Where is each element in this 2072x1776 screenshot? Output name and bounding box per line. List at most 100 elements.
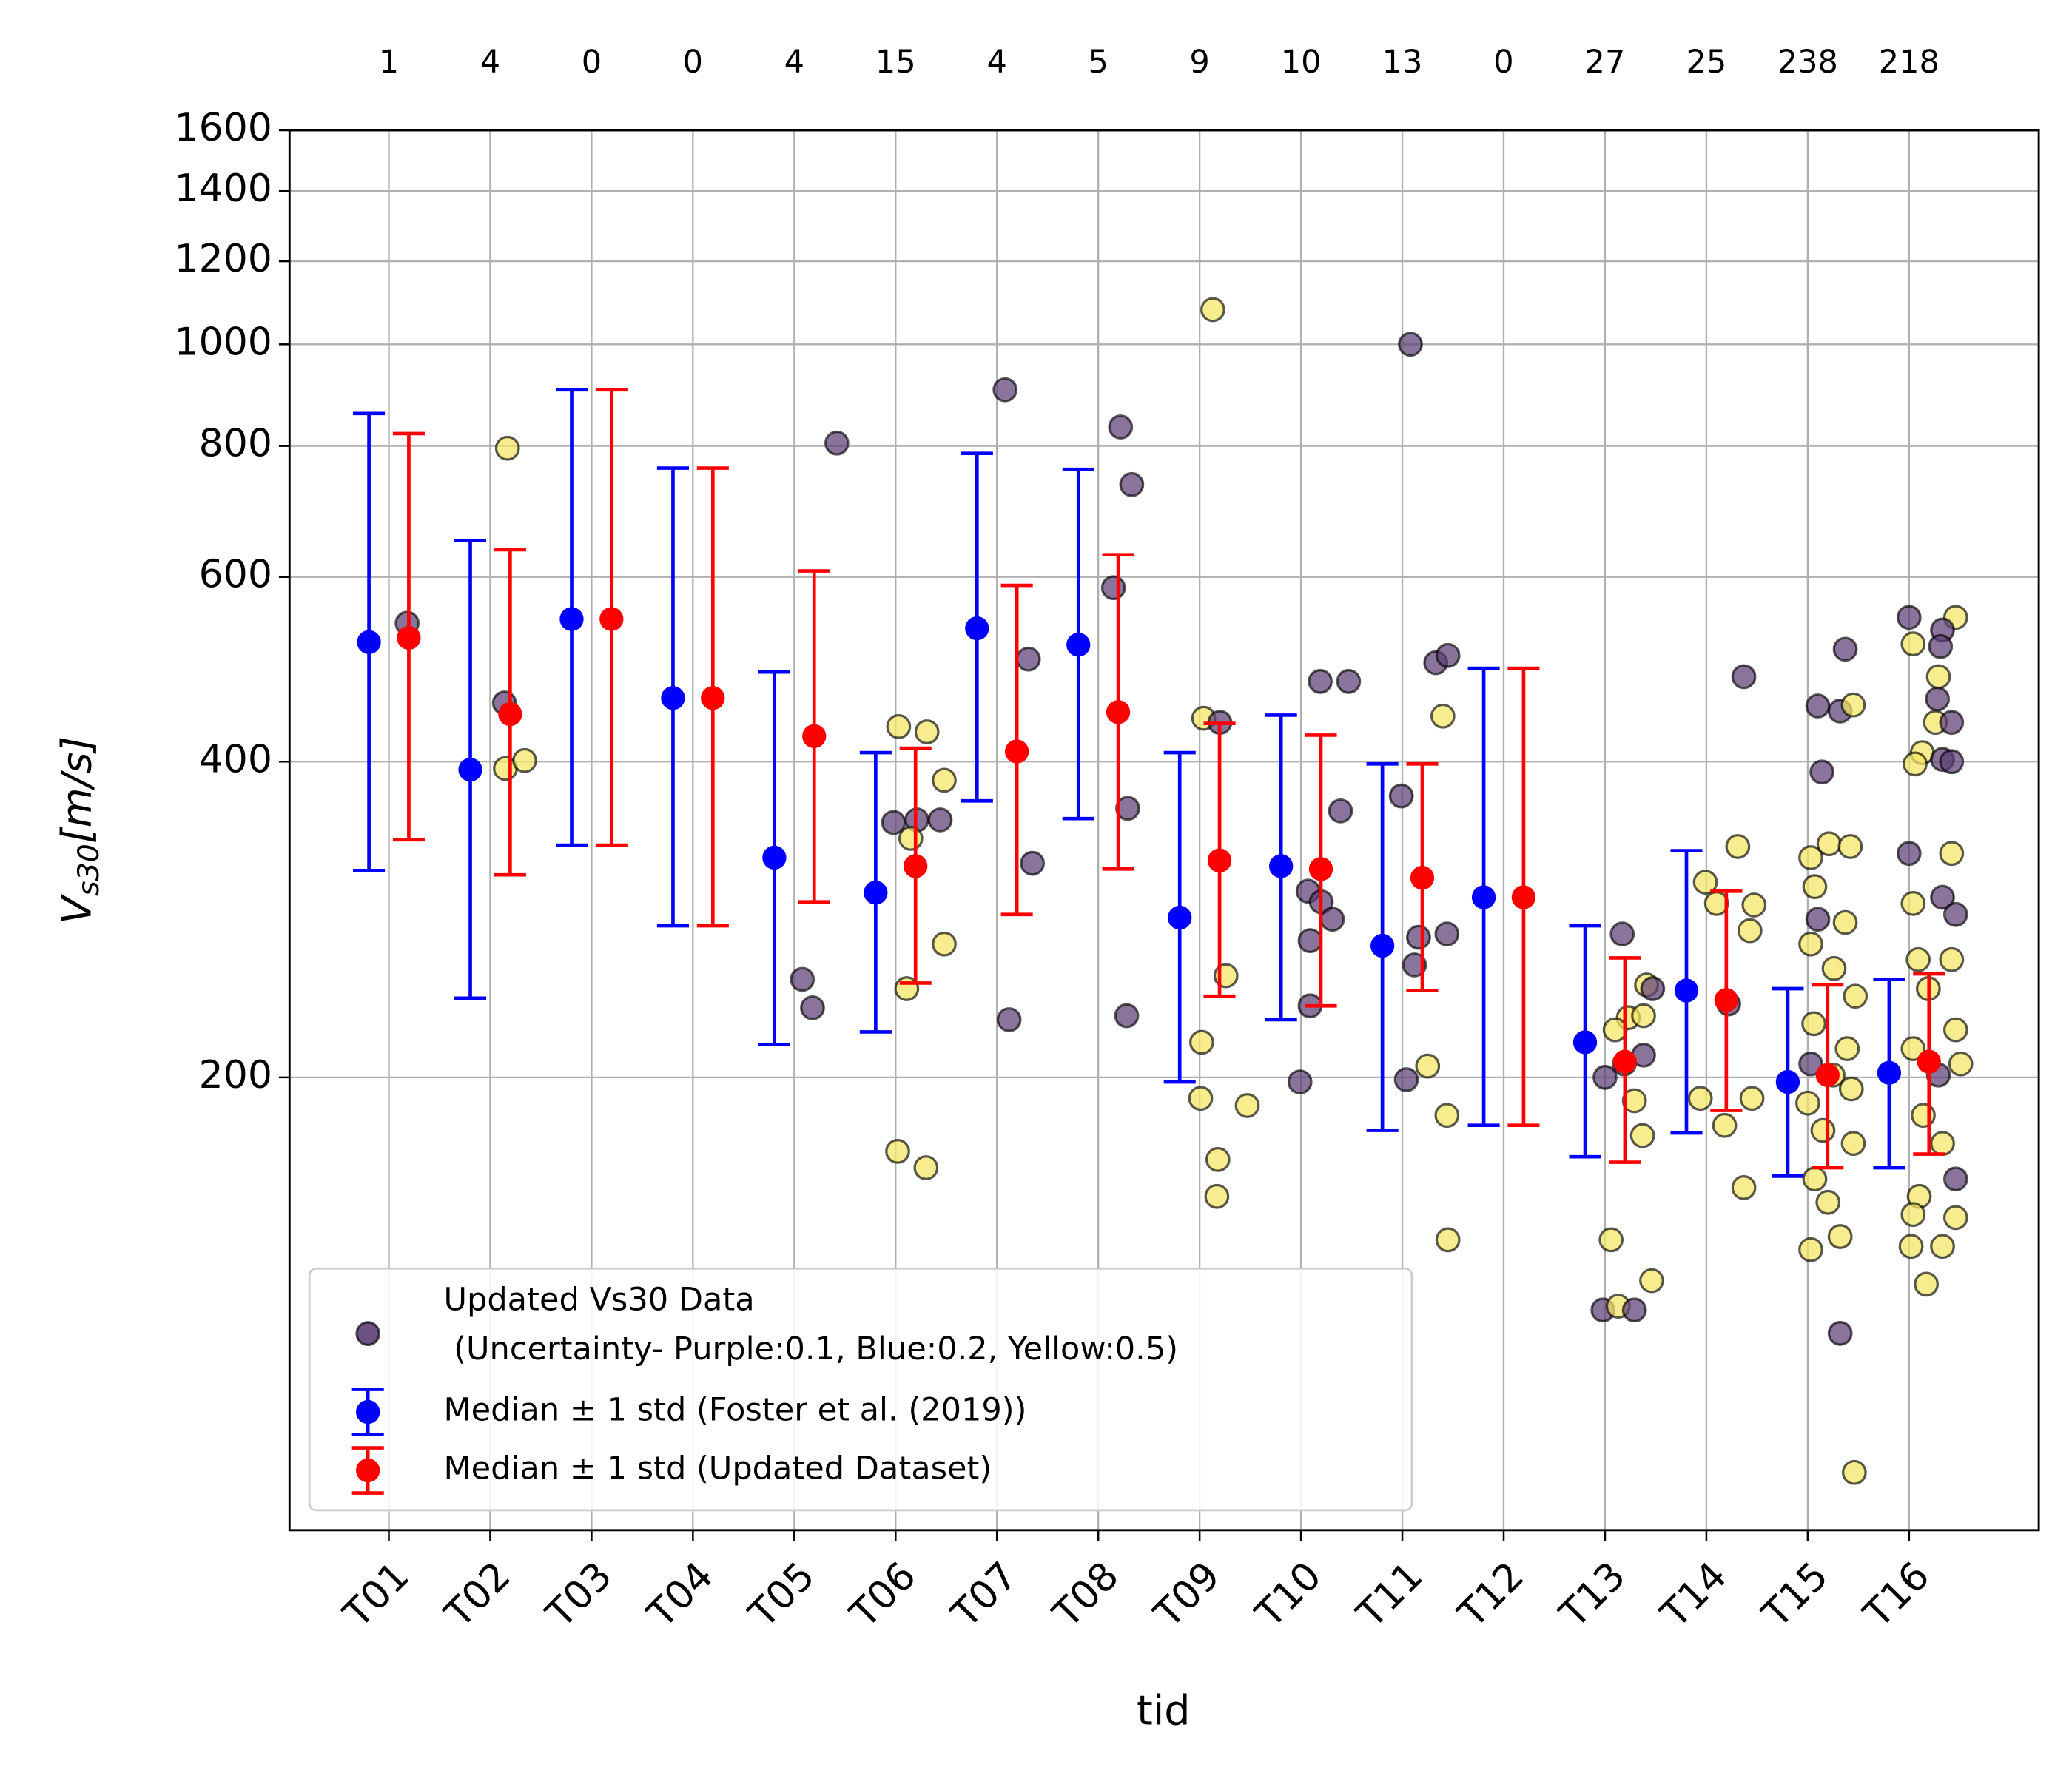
median-point [357,630,381,654]
median-point [1674,978,1699,1003]
data-point [1621,1297,1647,1323]
median-point [1168,905,1192,930]
count-label: 27 [1585,44,1626,81]
median-point [904,854,928,878]
data-point [1430,703,1456,729]
data-point [1930,1131,1955,1157]
data-point [1393,1067,1419,1092]
data-point [1900,1202,1926,1228]
data-point [1896,605,1922,630]
data-point [1234,1093,1260,1118]
data-point [1827,1224,1853,1249]
data-point [1838,1076,1864,1102]
y-label-sub: s30 [72,844,106,896]
data-point [1631,1003,1656,1029]
median-point [559,607,584,631]
data-point [1939,710,1965,736]
plot-frame [288,129,2040,1532]
data-point [1794,1090,1820,1116]
legend: Updated Vs30 Data (Uncertainty- Purple:0… [308,1267,1413,1512]
count-label: 218 [1879,44,1940,81]
data-point [996,1007,1022,1032]
data-point [1834,1036,1860,1061]
data-point [1402,952,1427,978]
data-point [1737,918,1763,944]
data-point [1903,751,1928,777]
data-point [1840,692,1866,718]
data-point [1592,1065,1618,1090]
data-point [886,714,912,739]
data-point [1639,1268,1664,1294]
data-point [1896,841,1922,867]
median-point [1106,700,1131,724]
data-point [1188,1086,1214,1111]
y-tick-label: 1600 [174,106,272,150]
data-point [1900,1036,1926,1061]
data-point [927,807,953,832]
data-point [1308,669,1333,694]
data-point [898,826,924,851]
data-point [1336,669,1362,694]
data-point [1942,1017,1968,1043]
count-label: 0 [582,44,602,81]
median-point [965,616,989,641]
median-point [1004,739,1029,764]
data-point [1810,1117,1836,1143]
data-point [790,966,815,992]
data-point [1942,1205,1968,1231]
data-point [1629,1123,1655,1148]
median-point [762,845,787,870]
data-point [1802,1166,1828,1192]
data-point [1942,901,1968,927]
data-point [1687,1086,1713,1111]
median-point [397,625,421,650]
data-point [1906,946,1931,972]
data-point [1939,841,1965,867]
data-point [494,435,520,461]
count-label: 4 [784,44,804,81]
data-point [1930,884,1955,910]
data-point [1703,890,1729,916]
data-point [1911,1103,1936,1128]
data-point [800,995,825,1020]
y-label-main: V [53,893,101,924]
y-tick-label: 1000 [174,320,272,364]
count-label: 10 [1281,44,1322,81]
data-point [1731,664,1757,690]
data-point [1900,631,1926,657]
count-label: 9 [1189,44,1209,81]
data-point [1435,642,1461,668]
y-axis-label: Vs30[m/s] [53,736,106,924]
legend-marker [355,1321,381,1347]
y-tick-label: 200 [199,1053,272,1097]
data-point [1832,636,1858,662]
data-point [1015,646,1041,672]
x-axis-label: tid [1137,1687,1191,1735]
data-point [1837,834,1863,859]
data-point [1189,1029,1214,1055]
y-tick-label: 800 [199,422,272,466]
median-point [1714,988,1738,1012]
data-point [1939,749,1965,775]
median-point [1207,848,1232,872]
y-tick-label: 600 [199,553,272,597]
data-point [1832,909,1858,935]
median-point [1775,1069,1800,1094]
data-point [1900,890,1926,916]
median-point [701,686,725,710]
data-point [1827,1320,1853,1346]
data-point [1602,1017,1628,1043]
data-point [824,430,850,456]
data-point [1205,1146,1231,1172]
data-point [1840,1131,1866,1157]
median-point [1917,1049,1941,1074]
median-point [802,724,827,749]
data-point [1841,1459,1867,1485]
data-point [1930,1234,1955,1259]
data-point [512,747,537,773]
legend-marker [356,1399,380,1424]
median-point [661,686,685,710]
data-point [1406,924,1431,950]
data-point [1712,1112,1738,1138]
median-point [1572,1030,1598,1054]
